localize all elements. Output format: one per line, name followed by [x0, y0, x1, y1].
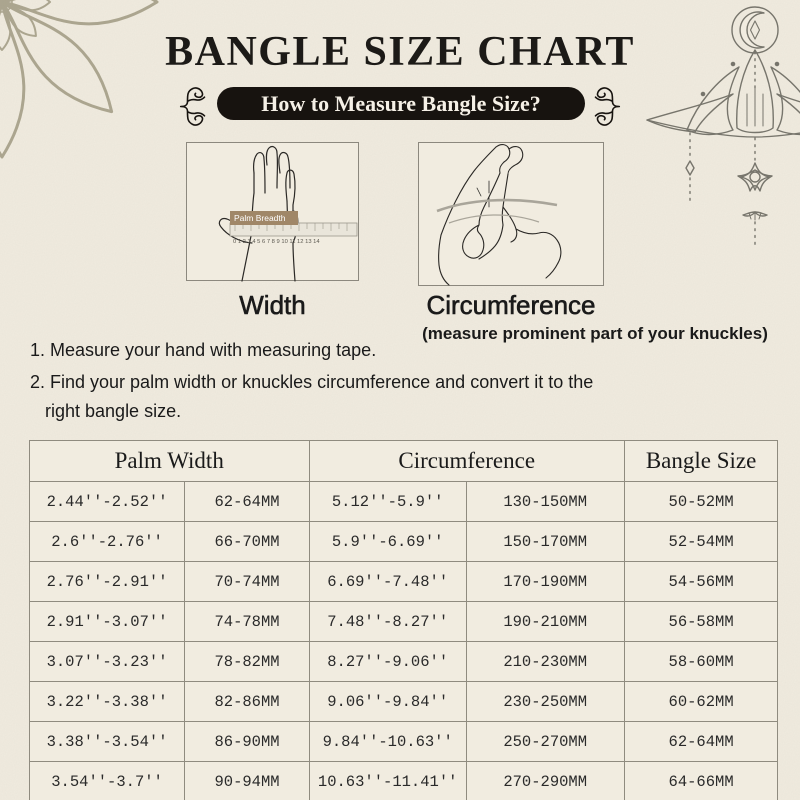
svg-text:0 1 2 3 4 5 6 7 8 9 10 11 12 1: 0 1 2 3 4 5 6 7 8 9 10 11 12 13 14	[233, 239, 320, 245]
svg-text:Palm Breadth: Palm Breadth	[234, 213, 286, 223]
